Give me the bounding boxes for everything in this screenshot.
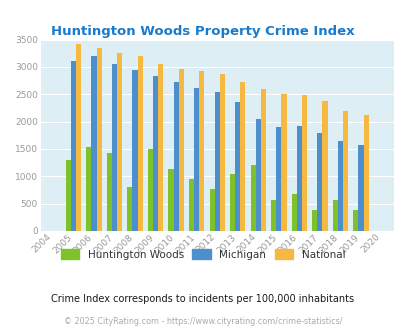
- Bar: [199, 71, 204, 231]
- Bar: [71, 61, 76, 231]
- Bar: [188, 179, 194, 231]
- Bar: [132, 70, 137, 231]
- Bar: [178, 69, 183, 231]
- Bar: [158, 64, 163, 231]
- Bar: [322, 101, 327, 231]
- Bar: [219, 74, 224, 231]
- Bar: [301, 95, 306, 231]
- Bar: [230, 174, 234, 231]
- Bar: [137, 56, 143, 231]
- Bar: [66, 160, 71, 231]
- Bar: [96, 49, 101, 231]
- Bar: [107, 153, 112, 231]
- Bar: [291, 194, 296, 231]
- Bar: [250, 165, 255, 231]
- Bar: [281, 94, 286, 231]
- Bar: [358, 145, 362, 231]
- Bar: [117, 53, 122, 231]
- Bar: [317, 133, 322, 231]
- Bar: [76, 44, 81, 231]
- Bar: [275, 127, 281, 231]
- Text: Huntington Woods Property Crime Index: Huntington Woods Property Crime Index: [51, 25, 354, 38]
- Bar: [271, 200, 275, 231]
- Bar: [86, 147, 91, 231]
- Bar: [173, 82, 178, 231]
- Bar: [112, 64, 117, 231]
- Text: © 2025 CityRating.com - https://www.cityrating.com/crime-statistics/: © 2025 CityRating.com - https://www.city…: [64, 317, 341, 326]
- Legend: Huntington Woods, Michigan, National: Huntington Woods, Michigan, National: [56, 245, 349, 264]
- Bar: [342, 111, 347, 231]
- Bar: [255, 119, 260, 231]
- Bar: [332, 200, 337, 231]
- Text: Crime Index corresponds to incidents per 100,000 inhabitants: Crime Index corresponds to incidents per…: [51, 294, 354, 304]
- Bar: [91, 56, 96, 231]
- Bar: [240, 82, 245, 231]
- Bar: [337, 141, 342, 231]
- Bar: [214, 92, 219, 231]
- Bar: [352, 210, 358, 231]
- Bar: [296, 126, 301, 231]
- Bar: [194, 88, 199, 231]
- Bar: [209, 189, 214, 231]
- Bar: [362, 115, 368, 231]
- Bar: [127, 187, 132, 231]
- Bar: [234, 102, 240, 231]
- Bar: [311, 210, 317, 231]
- Bar: [147, 149, 153, 231]
- Bar: [153, 76, 158, 231]
- Bar: [260, 89, 265, 231]
- Bar: [168, 169, 173, 231]
